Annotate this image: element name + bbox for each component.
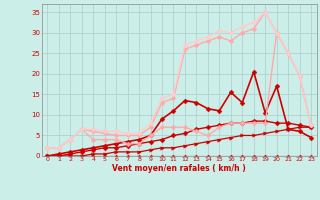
X-axis label: Vent moyen/en rafales ( km/h ): Vent moyen/en rafales ( km/h ) [112, 164, 246, 173]
